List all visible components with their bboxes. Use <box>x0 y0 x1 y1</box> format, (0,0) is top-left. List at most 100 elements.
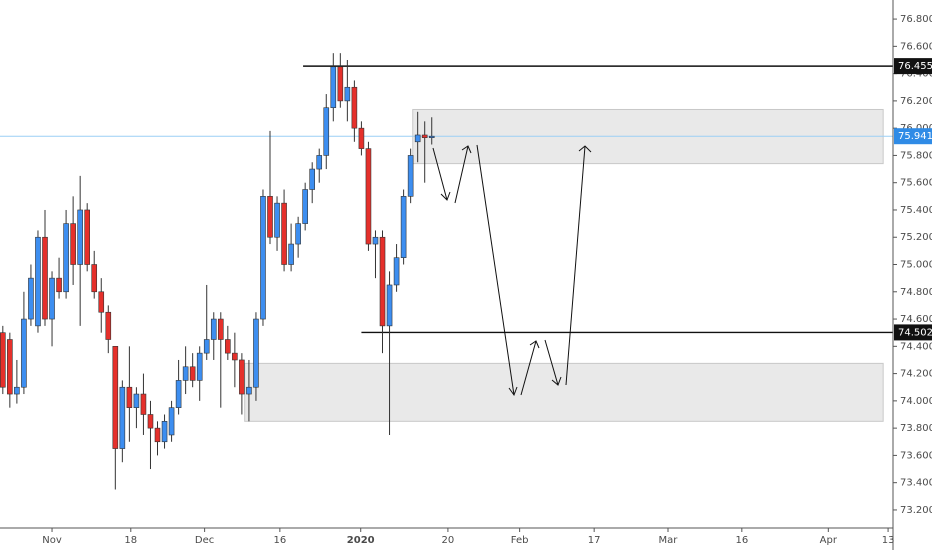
price-label: 75.941 <box>898 131 932 142</box>
candle-body <box>253 318 259 388</box>
candle-body <box>407 155 414 197</box>
x-tick-label: Nov <box>42 535 62 546</box>
arrow-head <box>508 386 518 397</box>
candle-body <box>7 339 13 395</box>
x-tick-label: Dec <box>195 535 214 546</box>
arrow <box>432 147 448 201</box>
candle-body <box>372 236 379 245</box>
y-tick-label: 76.800 <box>900 14 932 25</box>
x-tick-label: Apr <box>820 535 838 546</box>
candle-body <box>168 407 175 436</box>
drawn-arrows <box>432 144 592 397</box>
candle-body <box>309 168 315 190</box>
price-label: 74.502 <box>898 327 932 338</box>
arrow <box>476 144 515 396</box>
candle-body <box>323 107 330 156</box>
candle-body <box>400 196 407 258</box>
x-tick-label: 17 <box>588 535 601 546</box>
x-tick-label: 16 <box>735 535 748 546</box>
candle-body <box>365 148 372 245</box>
candle-body <box>288 243 294 265</box>
arrow-head <box>529 340 540 349</box>
x-tick-label: Mar <box>659 535 679 546</box>
candle-body <box>358 127 365 149</box>
candle-body <box>98 291 105 313</box>
arrow-head <box>461 145 472 154</box>
candle-body <box>428 135 435 139</box>
y-tick-label: 74.400 <box>900 341 932 352</box>
y-tick-label: 73.800 <box>900 423 932 434</box>
candle-body <box>56 277 62 293</box>
candle-body <box>232 352 238 361</box>
candle-body <box>105 311 112 340</box>
candle-body <box>379 236 386 327</box>
candle-body <box>189 366 196 381</box>
candle-body <box>175 380 182 408</box>
x-tick-label: 20 <box>442 535 455 546</box>
zone <box>244 362 884 422</box>
candle-body <box>203 339 210 354</box>
y-tick-label: 73.600 <box>900 450 932 461</box>
candle-body <box>386 284 393 327</box>
candle-body <box>330 66 337 109</box>
candle-body <box>295 223 301 245</box>
candle-body <box>21 318 27 388</box>
candle-body <box>260 196 266 320</box>
y-tick-label: 74.600 <box>900 314 932 325</box>
x-tick-label: Feb <box>511 535 529 546</box>
price-axis-bg <box>894 0 932 550</box>
candle-body <box>119 386 126 449</box>
candle-body <box>154 427 161 443</box>
y-tick-label: 75.400 <box>900 205 932 216</box>
price-label: 76.455 <box>898 61 932 72</box>
candle-body <box>344 86 351 102</box>
candle-body <box>337 66 344 102</box>
arrow-head <box>578 145 592 153</box>
candle-body <box>225 339 231 354</box>
y-tick-label: 75.800 <box>900 150 932 161</box>
candle-body <box>267 196 273 238</box>
candle-body <box>84 209 90 265</box>
candle-body <box>161 421 168 443</box>
x-tick-label: 16 <box>273 535 286 546</box>
y-tick-label: 73.200 <box>900 505 932 516</box>
candle-body <box>147 414 154 429</box>
y-tick-label: 75.200 <box>900 232 932 243</box>
candle-body <box>35 236 41 327</box>
arrow-head <box>551 376 562 386</box>
arrow <box>544 339 559 386</box>
candle-body <box>217 318 224 340</box>
candle-body <box>239 359 245 395</box>
y-tick-label: 74.000 <box>900 396 932 407</box>
price-label-box <box>894 58 932 75</box>
candle-body <box>281 202 287 265</box>
candle-body <box>133 393 140 408</box>
candle-body <box>63 223 69 293</box>
y-tick-label: 74.200 <box>900 369 932 380</box>
candle-body <box>140 393 147 415</box>
candle-body <box>49 277 55 320</box>
candle-body <box>196 352 203 381</box>
candle-body <box>0 332 6 388</box>
x-tick-label: 18 <box>124 535 137 546</box>
candle-body <box>91 264 98 293</box>
candle-body <box>302 189 308 224</box>
candle-body <box>274 202 280 238</box>
arrow-head <box>440 191 451 201</box>
candle-body <box>210 318 217 340</box>
candle-body <box>421 134 428 139</box>
arrow <box>565 145 586 386</box>
candle-body <box>126 386 133 408</box>
arrow <box>520 340 537 396</box>
y-tick-label: 75.600 <box>900 178 932 189</box>
price-label-box <box>894 128 932 145</box>
candle-body <box>70 223 76 265</box>
candle-body <box>28 277 34 320</box>
y-tick-label: 76.600 <box>900 41 932 52</box>
candle-body <box>77 209 83 265</box>
y-tick-label: 76.200 <box>900 96 932 107</box>
candle-body <box>112 346 119 449</box>
x-tick-label: 13 <box>882 535 895 546</box>
candle-body <box>246 386 252 395</box>
